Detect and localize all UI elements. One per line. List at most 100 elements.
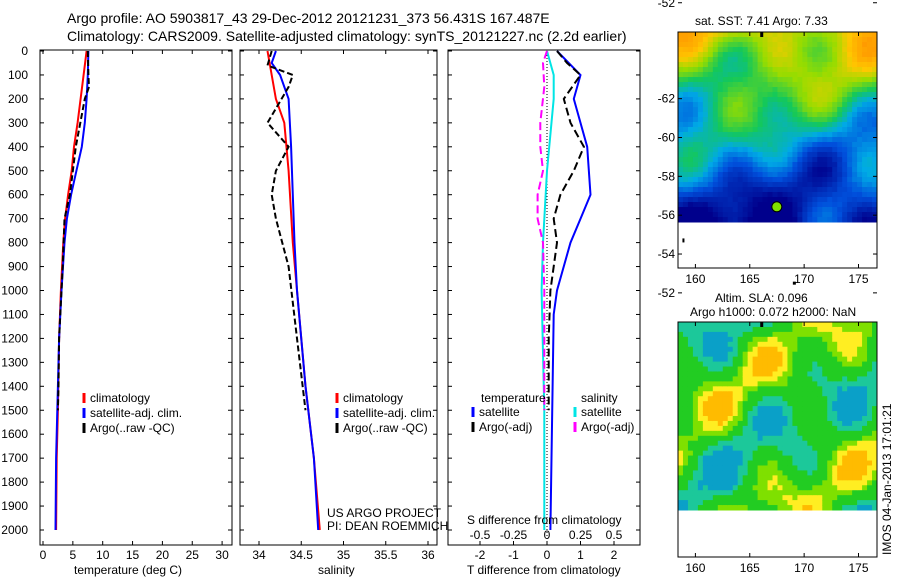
map-cell [707,495,714,501]
map-cell [727,57,734,63]
map-cell [737,455,744,462]
map-cell [782,346,788,353]
map-cell [772,127,778,133]
map-cell [682,460,689,466]
map-cell [837,336,843,343]
map-cell [807,32,813,38]
map-cell [692,82,699,88]
map-cell [852,366,858,372]
map-cell [727,420,734,427]
map-cell [857,376,863,382]
map-cell [797,401,803,407]
map-cell [862,366,868,372]
map-cell [772,102,778,108]
map-cell [857,172,863,178]
legend-0-1: satellite-adj. clim. [90,406,182,420]
map-cell [702,445,709,452]
map-cell [852,460,858,466]
map-cell [782,47,788,53]
map-cell [727,440,734,447]
map-cell [712,162,719,168]
map-cell [782,92,788,98]
map-cell [762,435,769,442]
map-cell [727,167,734,173]
map-cell [722,187,729,193]
map-cell [817,356,823,363]
map-cell [822,122,828,128]
map-cell [872,77,878,83]
map-cell [762,117,769,123]
map-cell [717,67,724,73]
map-cell [678,207,684,213]
map-cell [727,92,734,98]
map-cell [762,322,769,328]
map-cell [852,177,858,183]
map-cell [712,42,719,48]
map-cell [742,356,749,363]
map-cell [782,381,788,387]
map-cell [682,37,689,43]
map-cell [707,406,714,412]
map-cell [787,485,793,491]
map-cell [782,371,788,377]
map-cell [807,117,813,123]
map-cell [727,425,734,432]
map-cell [772,475,778,481]
map-cell [697,500,704,506]
map-cell [802,217,808,223]
map-cell [777,112,783,118]
map-cell [712,425,719,432]
map-cell [817,401,823,407]
panel-frame-2 [239,49,438,546]
map-cell [762,500,769,506]
map-cell [747,485,754,491]
map-cell [712,177,719,183]
map-cell [678,157,684,163]
map-cell [747,440,754,447]
map-cell [862,197,868,203]
map-cell [722,82,729,88]
map-cell [862,62,868,68]
map-cell [737,505,744,511]
map-cell [822,480,828,486]
map-cell [767,132,774,138]
map-cell [857,495,863,501]
map-cell [837,490,843,496]
map-cell [712,455,719,462]
map-cell [722,455,729,462]
map-cell [867,490,873,496]
map-cell [802,167,808,173]
map-cell [857,440,863,447]
map-cell [797,331,803,338]
map-cell [837,425,843,432]
map-cell [817,32,823,38]
map-cell [832,381,838,387]
map-cell [777,132,783,138]
map-cell [792,167,798,173]
map-cell [692,495,699,501]
map-cell [807,97,813,103]
map-cell [817,132,823,138]
map-cell [812,152,818,158]
map-cell [867,42,873,48]
map-cell [832,37,838,43]
map-cell [717,72,724,78]
map-cell [747,197,754,203]
map-cell [817,142,823,148]
map-cell [767,470,774,476]
map-cell [852,132,858,138]
map-cell [707,142,714,148]
map-cell [812,356,818,363]
map-cell [777,505,783,511]
map-cell [767,122,774,128]
map-cell [807,336,813,343]
map-cell [837,455,843,462]
map-cell [812,386,818,392]
map-cell [787,386,793,392]
map-cell [792,480,798,486]
map-cell [692,47,699,53]
map-cell [842,351,848,358]
panel-frame-3 [447,49,641,546]
map-cell [772,122,778,128]
map-cell [737,366,744,372]
